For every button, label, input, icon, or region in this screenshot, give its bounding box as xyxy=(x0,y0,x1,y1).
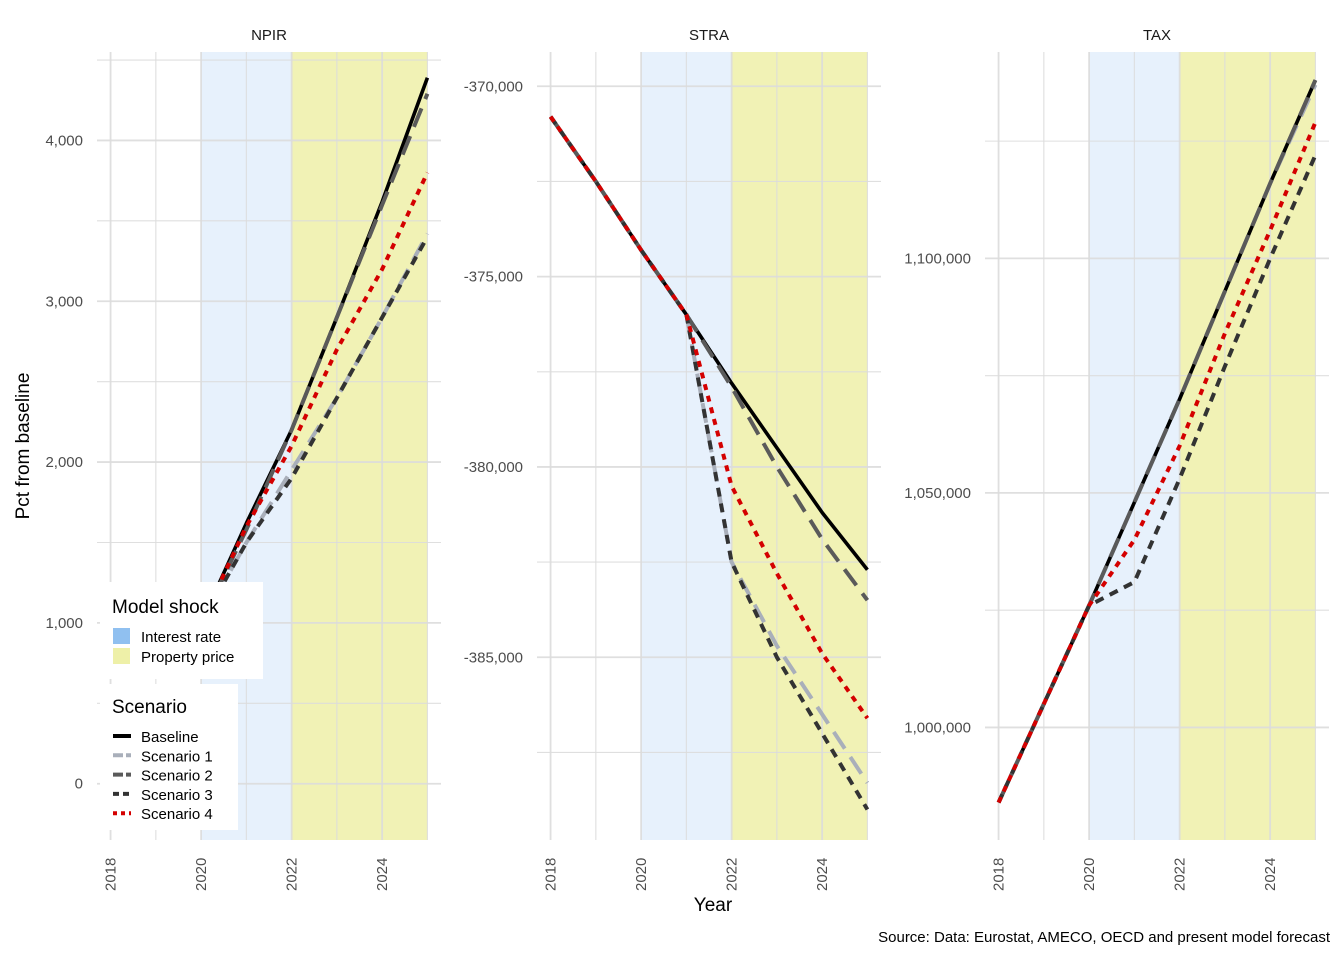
series-line-scenario-4 xyxy=(996,121,1318,804)
legend-label-scenario-2: Scenario 2 xyxy=(141,768,213,785)
shock-band-property-price xyxy=(291,52,428,840)
panels: NPIR 0 1,000 2,000 3,000 4,000 2018 2020 2022 202… xyxy=(45,27,1329,891)
series-lines xyxy=(199,77,430,624)
y-tick-label: 3,000 xyxy=(45,293,83,310)
x-tick-label: 2022 xyxy=(284,858,301,891)
series-lines xyxy=(548,115,870,811)
x-tick-label: 2020 xyxy=(193,858,210,891)
panel-npir: NPIR 0 1,000 2,000 3,000 4,000 2018 2020 2022 202… xyxy=(45,27,441,891)
panel-tax: TAX 1,000,000 1,050,000 1,100,000 2018 2020 20… xyxy=(904,27,1329,891)
x-tick-label: 2022 xyxy=(724,858,741,891)
series-line-scenario-3 xyxy=(199,235,430,624)
y-tick-label: -375,000 xyxy=(464,269,523,286)
legend-label-scenario-1: Scenario 1 xyxy=(141,748,213,765)
legend-shock-items: Interest rate Property price xyxy=(113,628,234,666)
legend-title-shock: Model shock xyxy=(112,597,219,618)
y-tick-label: 0 xyxy=(75,776,83,793)
x-tick-label: 2024 xyxy=(814,858,831,891)
legend-key-interest-rate xyxy=(113,628,130,644)
y-tick-label: -385,000 xyxy=(464,649,523,666)
x-tick-label: 2020 xyxy=(633,858,650,891)
series-line-scenario-2 xyxy=(199,93,430,624)
series-line-scenario-3 xyxy=(996,154,1318,804)
series-lines xyxy=(996,79,1318,804)
y-tick-label: 1,000 xyxy=(45,615,83,632)
y-tick-label: 1,050,000 xyxy=(904,485,971,502)
source-caption: Source: Data: Eurostat, AMECO, OECD and … xyxy=(878,929,1331,946)
panel-title-tax: TAX xyxy=(1143,27,1171,44)
y-tick-label: -380,000 xyxy=(464,459,523,476)
x-tick-label: 2024 xyxy=(374,858,391,891)
y-tick-label: -370,000 xyxy=(464,78,523,95)
y-tick-label: 2,000 xyxy=(45,454,83,471)
series-line-scenario-2 xyxy=(996,79,1318,804)
x-axis-title: Year xyxy=(694,895,733,916)
x-tick-label: 2020 xyxy=(1081,858,1098,891)
legend-title-scenario: Scenario xyxy=(112,697,187,718)
legend-scenario-items: Baseline Scenario 1 Scenario 2 Scenario 3 Sc… xyxy=(113,729,213,823)
series-line-scenario-4 xyxy=(199,171,430,624)
legend-label-scenario-4: Scenario 4 xyxy=(141,806,213,823)
series-line-scenario-4 xyxy=(548,115,870,720)
shock-band-property-price xyxy=(1179,52,1316,840)
x-tick-label: 2018 xyxy=(103,858,120,891)
y-tick-label: 4,000 xyxy=(45,132,83,149)
y-tick-label: 1,000,000 xyxy=(904,719,971,736)
x-tick-label: 2022 xyxy=(1172,858,1189,891)
panel-title-stra: STRA xyxy=(689,27,729,44)
x-tick-label: 2018 xyxy=(991,858,1008,891)
legend-label-property-price: Property price xyxy=(141,649,234,666)
legend-label-interest-rate: Interest rate xyxy=(141,629,221,646)
panel-title-npir: NPIR xyxy=(251,27,287,44)
shock-band-property-price xyxy=(731,52,868,840)
legend-label-baseline: Baseline xyxy=(141,729,199,746)
y-axis-title: Pct from baseline xyxy=(13,373,34,520)
gridlines xyxy=(537,52,881,840)
panel-stra: STRA -385,000 -380,000 -375,000 -370,000 2018… xyxy=(464,27,881,891)
series-line-scenario-2 xyxy=(548,115,870,602)
y-tick-label: 1,100,000 xyxy=(904,250,971,267)
legend-label-scenario-3: Scenario 3 xyxy=(141,787,213,804)
x-tick-label: 2018 xyxy=(543,858,560,891)
gridlines xyxy=(97,52,441,840)
legend-key-property-price xyxy=(113,648,130,664)
x-tick-label: 2024 xyxy=(1262,858,1279,891)
